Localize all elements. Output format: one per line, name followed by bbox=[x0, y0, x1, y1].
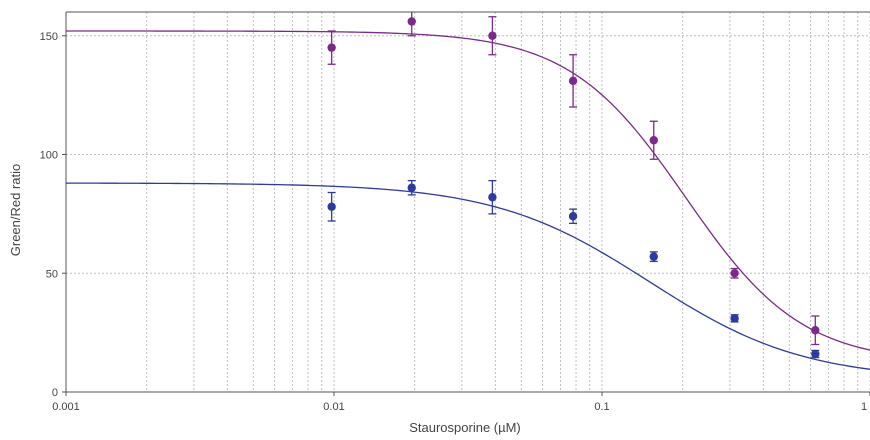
y-tick-label: 150 bbox=[40, 31, 58, 43]
fit-curves bbox=[66, 30, 870, 370]
x-tick-label: 1 bbox=[861, 401, 867, 413]
tick-labels: 0.001 0.01 0.1 1 0 50 100 150 bbox=[40, 31, 867, 413]
x-tick-label: 0.1 bbox=[594, 401, 609, 413]
data-point-series-2 bbox=[407, 183, 416, 192]
data-point-series-1 bbox=[730, 269, 739, 278]
x-axis-label: Staurosporine (µM) bbox=[409, 420, 521, 435]
data-point-series-2 bbox=[488, 193, 497, 202]
data-point-series-2 bbox=[811, 349, 820, 359]
grid bbox=[65, 12, 870, 392]
data-point-series-2 bbox=[730, 314, 739, 323]
fit-curve-2 bbox=[66, 182, 870, 370]
data-points bbox=[327, 12, 820, 359]
data-point-series-1 bbox=[649, 136, 658, 145]
fit-curve-1 bbox=[66, 30, 870, 351]
data-point-series-2 bbox=[568, 212, 578, 221]
x-tick-label: 0.001 bbox=[52, 401, 80, 413]
x-tick-label: 0.01 bbox=[323, 401, 344, 413]
data-point-series-1 bbox=[327, 43, 336, 52]
data-point-series-2 bbox=[327, 202, 336, 211]
data-point-series-1 bbox=[811, 326, 820, 335]
data-point-series-2 bbox=[649, 252, 658, 261]
data-point-series-1 bbox=[407, 17, 416, 26]
y-tick-label: 100 bbox=[40, 150, 58, 162]
y-tick-label: 0 bbox=[52, 387, 58, 399]
axes bbox=[62, 11, 870, 396]
y-axis-label: Green/Red ratio bbox=[8, 164, 23, 257]
data-point-series-1 bbox=[488, 31, 497, 40]
y-tick-label: 50 bbox=[46, 268, 58, 280]
data-point-series-1 bbox=[568, 76, 578, 86]
